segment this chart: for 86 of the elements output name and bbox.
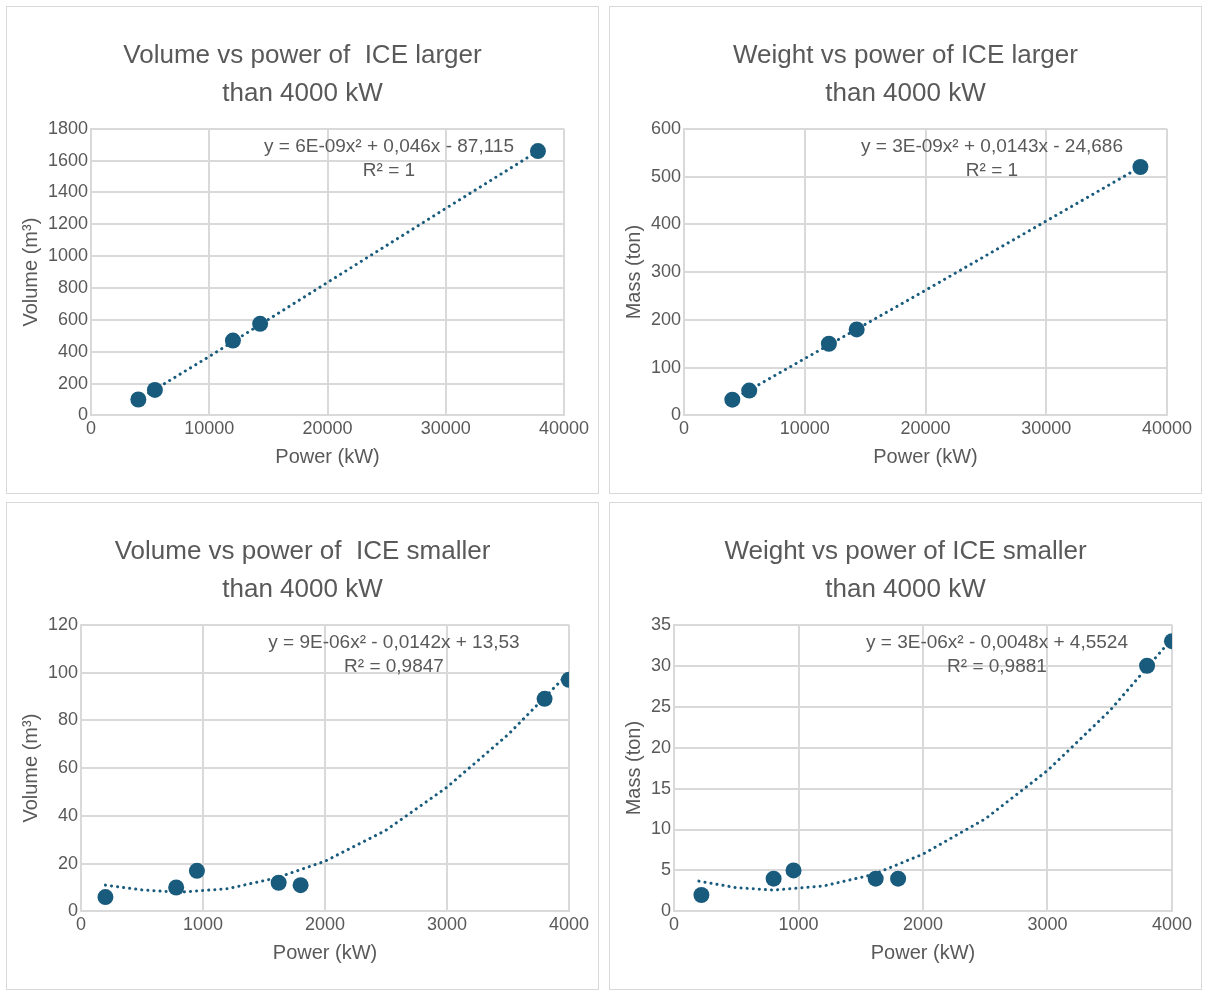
annotation: y = 3E-09x² + 0,0143x - 24,686 [861,134,1123,156]
x-tick-label: 4000 [1151,914,1192,935]
x-axis-title: Power (kW) [272,940,378,963]
y-tick-label: 20 [58,852,79,873]
point [1139,657,1156,674]
point [130,391,147,408]
point [270,874,287,891]
x-axis-title: Power (kW) [873,444,978,467]
point [848,321,865,338]
point [724,391,741,408]
y-axis-title: Volume (m³) [18,217,41,327]
y-tick-label: 400 [58,340,89,361]
point [529,143,546,160]
y-axis-title: Volume (m³) [18,713,41,823]
y-tick-label: 1200 [48,213,89,234]
point [97,889,114,906]
y-tick-label: 100 [650,356,682,377]
chart-title: Weight vs power of ICE smaller than 4000 kW [723,534,1088,605]
chart-title: Volume vs power of ICE larger than 4000 kW [122,38,483,109]
annotation: R² = 0,9881 [947,654,1047,676]
x-tick-label: 20000 [900,418,951,439]
y-tick-label: 40 [58,804,79,825]
y-tick-label: 500 [650,165,682,186]
y-tick-label: 1800 [48,117,89,138]
x-tick-label: 10000 [779,418,830,439]
point [188,862,205,879]
point [252,315,269,332]
y-tick-label: 20 [650,736,672,757]
point [146,381,163,398]
y-tick-label: 60 [58,757,79,778]
y-tick-label: 1600 [48,149,89,170]
point [785,862,802,879]
x-tick-label: 2000 [304,914,346,935]
annotation: R² = 1 [965,158,1019,180]
x-tick-label: 1000 [183,914,224,935]
y-axis-title: Mass (ton) [621,224,644,320]
y-tick-label: 200 [58,372,89,393]
y-tick-label: 600 [58,308,89,329]
y-tick-label: 5 [661,859,672,880]
y-tick-label: 120 [47,613,79,634]
point [867,870,884,887]
y-tick-label: 10 [650,818,672,839]
x-tick-label: 10000 [184,418,235,439]
y-tick-label: 35 [650,613,672,634]
point [1132,159,1149,176]
y-tick-label: 300 [650,261,682,282]
x-tick-label: 1000 [778,914,819,935]
point [741,382,758,399]
y-tick-label: 25 [650,695,672,716]
x-tick-label: 30000 [1021,418,1072,439]
y-axis-title: Mass (ton) [621,720,644,816]
point [890,870,907,887]
point [168,879,185,896]
annotation: y = 3E-06x² - 0,0048x + 4,5524 [866,630,1129,652]
x-axis-title: Power (kW) [870,940,976,963]
annotation: y = 6E-09x² + 0,046x - 87,115 [263,134,514,156]
x-tick-label: 3000 [1027,914,1068,935]
x-tick-label: 40000 [1141,418,1192,439]
x-axis-title: Power (kW) [275,444,380,467]
y-tick-label: 800 [58,276,89,297]
y-tick-label: 30 [650,654,672,675]
annotation: R² = 0,9847 [344,654,444,676]
x-tick-label: 20000 [302,418,353,439]
y-tick-label: 1400 [48,181,89,202]
x-tick-label: 3000 [426,914,468,935]
point [820,335,837,352]
y-tick-label: 1000 [48,245,89,266]
y-tick-label: 80 [58,709,79,730]
x-tick-label: 2000 [902,914,944,935]
x-tick-label: 40000 [538,418,589,439]
point [536,690,553,707]
x-tick-label: 30000 [420,418,471,439]
annotation: R² = 1 [362,158,416,180]
chart-title: Weight vs power of ICE larger than 4000 kW [732,38,1079,109]
point [224,332,241,349]
y-tick-label: 100 [47,661,79,682]
chart-title: Volume vs power of ICE smaller than 4000 kW [113,534,492,605]
point [765,870,782,887]
x-tick-label: 4000 [548,914,589,935]
point [693,887,710,904]
point [292,877,309,894]
annotation: y = 9E-06x² - 0,0142x + 13,53 [268,630,520,652]
y-tick-label: 400 [650,213,682,234]
y-tick-label: 600 [650,117,682,138]
y-tick-label: 15 [650,777,672,798]
y-tick-label: 200 [650,308,682,329]
